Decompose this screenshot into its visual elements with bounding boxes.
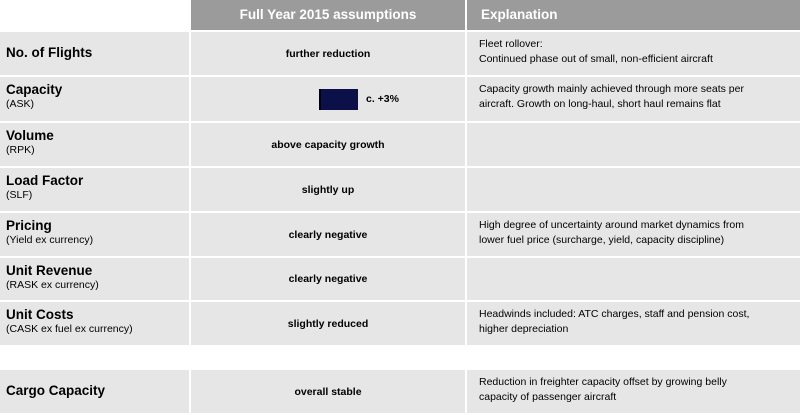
row-label: Unit Costs (CASK ex fuel ex currency) xyxy=(0,302,189,345)
capacity-bar-label: c. +3% xyxy=(366,93,399,105)
table-row-load-factor: Load Factor (SLF) slightly up xyxy=(0,168,800,211)
explanation-line: Reduction in freighter capacity offset b… xyxy=(479,376,727,388)
explanation-line: capacity of passenger aircraft xyxy=(479,391,617,403)
row-title: Unit Revenue xyxy=(6,263,93,278)
capacity-bar xyxy=(319,89,358,110)
explanation-line: lower fuel price (surcharge, yield, capa… xyxy=(479,234,725,246)
table-row-volume: Volume (RPK) above capacity growth xyxy=(0,123,800,166)
row-explanation: High degree of uncertainty around market… xyxy=(467,213,800,256)
assumption-value: overall stable xyxy=(294,385,362,398)
row-title: Capacity xyxy=(6,82,63,97)
row-label: Volume (RPK) xyxy=(0,123,189,166)
row-subtitle: (RASK ex currency) xyxy=(6,279,99,291)
row-explanation xyxy=(467,258,800,300)
row-assumption: c. +3% xyxy=(191,77,465,121)
row-subtitle: (RPK) xyxy=(6,144,35,156)
row-subtitle: (CASK ex fuel ex currency) xyxy=(6,323,133,335)
explanation-line: Capacity growth mainly achieved through … xyxy=(479,83,744,95)
assumption-value: clearly negative xyxy=(288,228,368,241)
row-explanation: Reduction in freighter capacity offset b… xyxy=(467,370,800,413)
row-title: No. of Flights xyxy=(6,45,93,60)
row-subtitle: (Yield ex currency) xyxy=(6,234,94,246)
row-title: Cargo Capacity xyxy=(6,383,106,398)
table-row-capacity: Capacity (ASK) c. +3% Capacity growth ma… xyxy=(0,77,800,121)
row-title: Pricing xyxy=(6,218,52,233)
row-label: No. of Flights xyxy=(0,32,189,75)
table-row-pricing: Pricing (Yield ex currency) clearly nega… xyxy=(0,213,800,256)
row-explanation: Fleet rollover: Continued phase out of s… xyxy=(467,32,800,75)
row-explanation: Headwinds included: ATC charges, staff a… xyxy=(467,302,800,345)
row-title: Unit Costs xyxy=(6,307,74,322)
row-label: Load Factor (SLF) xyxy=(0,168,189,211)
row-label: Capacity (ASK) xyxy=(0,77,189,121)
row-title: Load Factor xyxy=(6,173,84,188)
explanation-line: higher depreciation xyxy=(479,323,569,335)
row-assumption: clearly negative xyxy=(191,258,465,300)
header-explanation: Explanation xyxy=(467,0,800,30)
row-subtitle: (ASK) xyxy=(6,98,35,110)
capacity-bar-chart: c. +3% xyxy=(191,77,465,121)
table-row-flights: No. of Flights further reduction Fleet r… xyxy=(0,32,800,75)
table-row-unit-revenue: Unit Revenue (RASK ex currency) clearly … xyxy=(0,258,800,300)
table-row-unit-costs: Unit Costs (CASK ex fuel ex currency) sl… xyxy=(0,302,800,345)
assumption-value: above capacity growth xyxy=(271,138,385,151)
row-assumption: clearly negative xyxy=(191,213,465,256)
row-label: Unit Revenue (RASK ex currency) xyxy=(0,258,189,300)
row-explanation: Capacity growth mainly achieved through … xyxy=(467,77,800,121)
row-assumption: overall stable xyxy=(191,370,465,413)
row-explanation xyxy=(467,168,800,211)
assumption-value: slightly up xyxy=(301,183,355,196)
explanation-line: aircraft. Growth on long-haul, short hau… xyxy=(479,98,721,110)
row-assumption: slightly reduced xyxy=(191,302,465,345)
header-assumptions: Full Year 2015 assumptions xyxy=(191,0,465,30)
assumption-value: further reduction xyxy=(285,47,371,60)
row-subtitle: (SLF) xyxy=(6,189,33,201)
explanation-line: High degree of uncertainty around market… xyxy=(479,219,744,231)
row-title: Volume xyxy=(6,128,54,143)
row-assumption: further reduction xyxy=(191,32,465,75)
assumption-value: slightly reduced xyxy=(287,317,369,330)
row-assumption: above capacity growth xyxy=(191,123,465,166)
table-row-cargo-capacity: Cargo Capacity overall stable Reduction … xyxy=(0,370,800,413)
assumption-value: clearly negative xyxy=(288,273,368,285)
row-label: Pricing (Yield ex currency) xyxy=(0,213,189,256)
explanation-line: Fleet rollover: xyxy=(479,38,543,50)
row-label: Cargo Capacity xyxy=(0,370,189,413)
row-assumption: slightly up xyxy=(191,168,465,211)
explanation-line: Continued phase out of small, non-effici… xyxy=(479,53,713,65)
explanation-line: Headwinds included: ATC charges, staff a… xyxy=(479,308,750,320)
row-explanation xyxy=(467,123,800,166)
